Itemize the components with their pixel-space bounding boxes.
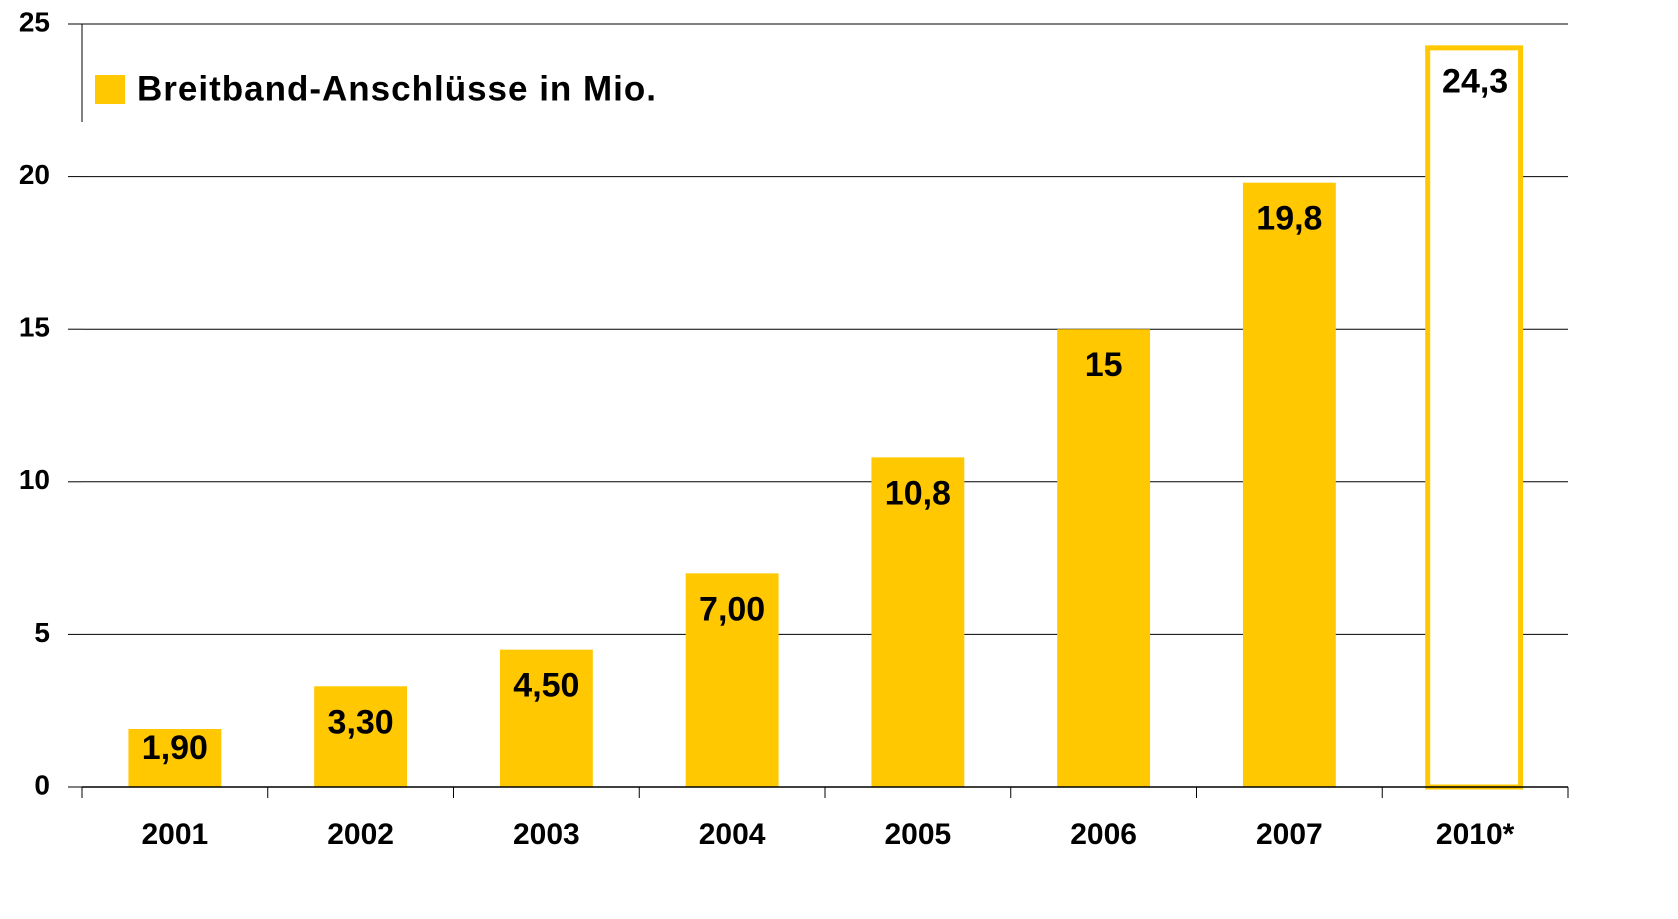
bar [1425,45,1524,790]
x-tick-label: 2010* [1436,818,1515,851]
y-tick-label: 15 [19,312,50,343]
bar [685,573,779,787]
x-tick-label: 2004 [699,818,766,851]
bar [499,649,593,787]
bar [871,457,965,787]
bar [1057,329,1151,787]
value-label: 19,8 [1256,200,1322,238]
legend-swatch [95,75,125,104]
bar [314,686,408,787]
y-tick-label: 5 [34,617,50,648]
y-tick-label: 25 [19,6,50,37]
x-tick-label: 2006 [1070,818,1137,851]
y-tick-label: 10 [19,464,50,495]
bar [128,729,222,787]
value-label: 24,3 [1442,62,1508,100]
value-label: 3,30 [328,703,394,741]
x-tick-label: 2007 [1256,818,1323,851]
value-label: 10,8 [885,474,951,512]
bar [1242,182,1336,788]
value-label: 4,50 [513,667,579,705]
value-label: 7,00 [699,590,765,628]
x-tick-label: 2003 [513,818,580,851]
value-label: 15 [1085,346,1123,384]
x-tick-label: 2005 [885,818,952,851]
y-tick-label: 0 [34,769,50,800]
legend-label: Breitband-Anschlüsse in Mio. [137,69,657,108]
x-tick-label: 2002 [327,818,394,851]
x-tick-label: 2001 [142,818,209,851]
y-tick-label: 20 [19,159,50,190]
value-label: 1,90 [142,729,208,767]
